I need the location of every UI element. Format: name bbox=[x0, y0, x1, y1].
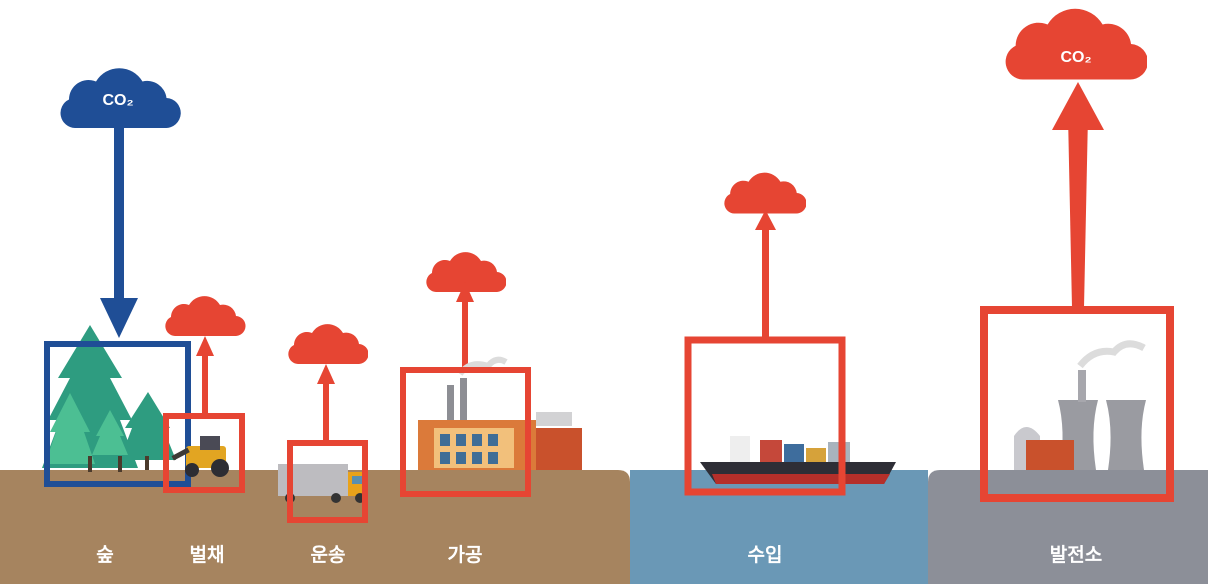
emission-cloud-harvest bbox=[165, 296, 246, 336]
processing-box bbox=[400, 367, 531, 497]
co2-cloud-power-plant bbox=[1005, 8, 1147, 80]
power-plant-icon bbox=[1014, 340, 1146, 470]
emission-arrow-shaft bbox=[1068, 115, 1088, 308]
co2-label-absorption: CO₂ bbox=[102, 92, 134, 109]
factory-icon bbox=[418, 356, 582, 470]
stage-label-processing: 가공 bbox=[447, 544, 483, 566]
harvest-stage bbox=[163, 296, 246, 493]
transport-box bbox=[287, 440, 368, 523]
transport-stage bbox=[278, 324, 368, 523]
power-plant-stage bbox=[980, 8, 1174, 502]
forest-trees bbox=[42, 325, 176, 472]
harvest-box bbox=[163, 413, 245, 493]
cargo-ship-icon bbox=[700, 436, 896, 484]
emission-cloud-transport bbox=[288, 324, 368, 364]
stage-label-harvest: 벌채 bbox=[189, 544, 225, 566]
processing-stage bbox=[400, 252, 582, 497]
import-stage bbox=[684, 172, 896, 496]
stage-label-power-plant: 발전소 bbox=[1049, 544, 1103, 566]
power-plant-box bbox=[980, 306, 1174, 502]
forest-stage bbox=[42, 68, 191, 487]
absorption-arrow-shaft bbox=[114, 125, 124, 305]
absorption-arrow-head bbox=[100, 298, 138, 338]
emission-cloud-import bbox=[724, 172, 806, 214]
stage-label-forest: 숲 bbox=[96, 544, 114, 566]
import-box bbox=[684, 336, 846, 496]
harvester-icon bbox=[171, 436, 229, 477]
co2-label-power-plant: CO₂ bbox=[1060, 49, 1092, 66]
stage-label-import: 수입 bbox=[747, 544, 783, 566]
land-ground bbox=[0, 470, 630, 584]
stage-label-transport: 운송 bbox=[310, 544, 346, 566]
